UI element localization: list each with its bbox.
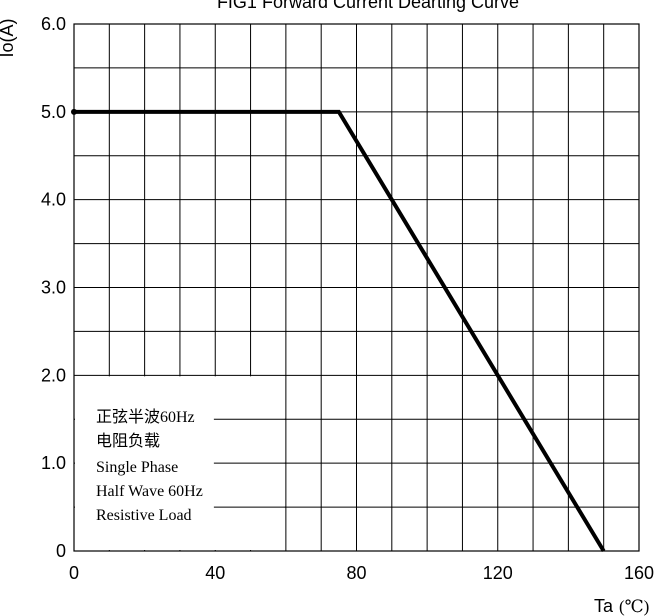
y-axis-label: Io(A) xyxy=(0,18,17,57)
y-tick-label: 4.0 xyxy=(41,190,66,210)
annotation-leader-lines xyxy=(213,418,286,508)
x-axis-label: Ta (℃) xyxy=(594,596,649,616)
y-tick-label: 3.0 xyxy=(41,278,66,298)
annotation-line: 电阻负载 xyxy=(96,432,160,450)
y-tick-label: 6.0 xyxy=(41,14,66,34)
x-tick-label: 0 xyxy=(69,563,79,583)
x-tick-label: 120 xyxy=(483,563,513,583)
y-tick-label: 0 xyxy=(56,541,66,561)
curve-start-point xyxy=(71,108,77,115)
x-tick-label: 160 xyxy=(624,563,654,583)
annotation-line: 正弦半波60Hz xyxy=(96,408,195,426)
annotation-text: 正弦半波60Hz 电阻负载 Single Phase Half Wave 60H… xyxy=(96,408,203,524)
x-tick-labels: 0 40 80 120 160 xyxy=(69,563,654,583)
x-axis-label-unit: (℃) xyxy=(619,597,649,616)
x-axis-label-text: Ta xyxy=(594,596,614,616)
y-tick-label: 1.0 xyxy=(41,453,66,473)
annotation-line: Single Phase xyxy=(96,459,178,476)
annotation-line: Half Wave 60Hz xyxy=(96,483,203,500)
annotation-line: Resistive Load xyxy=(96,507,192,524)
y-tick-labels: 0 1.0 2.0 3.0 4.0 5.0 6.0 xyxy=(41,14,66,561)
plot-frame xyxy=(73,23,640,552)
x-tick-label: 80 xyxy=(346,563,366,583)
x-tick-label: 40 xyxy=(205,563,225,583)
chart-title: FIG1 Forward Current Dearting Curve xyxy=(217,0,519,12)
derating-curve-line xyxy=(74,109,606,553)
y-tick-label: 2.0 xyxy=(41,365,66,385)
y-tick-label: 5.0 xyxy=(41,102,66,122)
